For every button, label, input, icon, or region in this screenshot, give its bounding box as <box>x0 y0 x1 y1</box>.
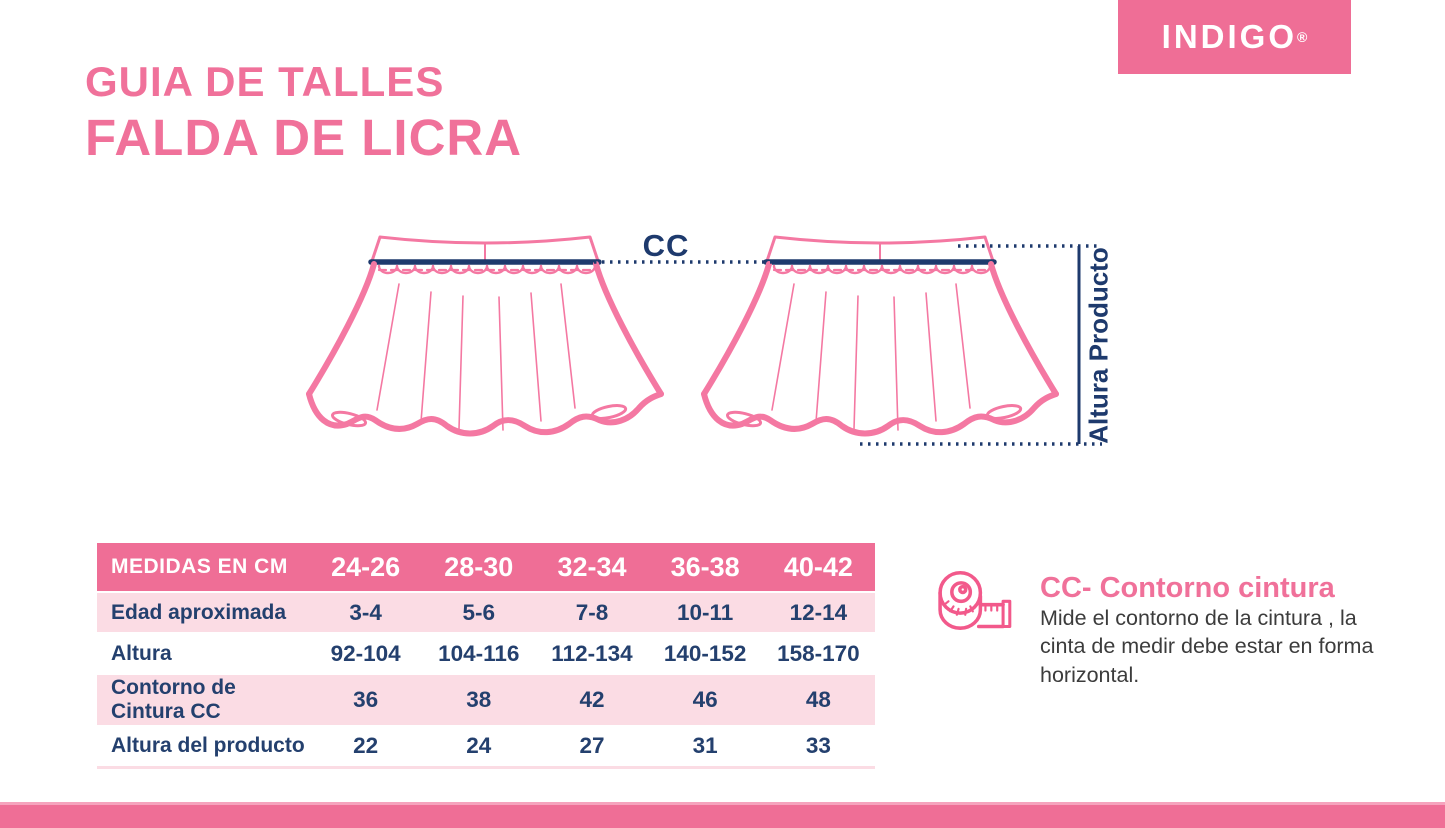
cell-value: 104-116 <box>438 640 520 666</box>
size-column-header: 32-34 <box>557 551 627 582</box>
guide-subtitle: GUIA DE TALLES <box>85 58 445 105</box>
cell-value: 24 <box>466 733 492 759</box>
cell-value: 10-11 <box>677 599 734 625</box>
size-table-body: Edad aproximada 3-4 5-6 7-8 10-11 12-14 Altura… <box>97 592 875 767</box>
cell-value: 3-4 <box>349 599 382 625</box>
table-row: Contorno de Cintura CC 36 38 42 46 48 <box>97 674 875 726</box>
cell-value: 5-6 <box>462 599 496 625</box>
cell-value: 48 <box>805 687 831 712</box>
skirt-illustration-right <box>690 222 1070 454</box>
table-row: Altura del producto 22 24 27 31 33 <box>97 726 875 767</box>
cell-value: 7-8 <box>575 599 609 625</box>
size-column-header: 36-38 <box>670 551 740 582</box>
row-label: Contorno de Cintura CC <box>111 676 236 723</box>
altura-producto-label: Altura Producto <box>1083 246 1114 444</box>
cell-value: 33 <box>805 733 831 759</box>
brand-logo: INDIGO ® <box>1118 0 1351 74</box>
cell-value: 140-152 <box>663 640 747 666</box>
page-title: FALDA DE LICRA <box>85 109 523 166</box>
size-column-header: 40-42 <box>783 551 853 582</box>
cell-value: 31 <box>692 733 718 759</box>
skirt-illustration-left <box>295 222 675 454</box>
registered-mark-icon: ® <box>1297 29 1308 45</box>
cell-value: 36 <box>353 687 379 712</box>
size-table: MEDIDAS EN CM 24-26 28-30 32-34 36-38 40-42 … <box>97 543 875 769</box>
cc-measure-label: CC <box>642 228 690 263</box>
cell-value: 42 <box>579 687 605 712</box>
row-label: Edad aproximada <box>111 600 287 624</box>
table-header-row: MEDIDAS EN CM 24-26 28-30 32-34 36-38 40-42 <box>97 543 875 592</box>
size-column-header: 24-26 <box>331 551 401 582</box>
table-row: Altura 92-104 104-116 112-134 140-152 158-170 <box>97 633 875 674</box>
cell-value: 158-170 <box>777 640 860 666</box>
footer-bar <box>0 802 1445 828</box>
cell-value: 112-134 <box>551 640 633 666</box>
cell-value: 22 <box>353 733 379 759</box>
brand-logo-text: INDIGO <box>1161 18 1297 55</box>
cell-value: 38 <box>466 687 492 712</box>
measuring-tape-icon <box>938 570 1012 630</box>
cell-value: 27 <box>579 733 605 759</box>
table-row: Edad aproximada 3-4 5-6 7-8 10-11 12-14 <box>97 592 875 633</box>
cell-value: 46 <box>692 687 718 712</box>
row-label: Altura del producto <box>111 734 305 758</box>
size-column-header: 28-30 <box>444 551 514 582</box>
cell-value: 12-14 <box>789 599 848 625</box>
table-header-label: MEDIDAS EN CM <box>111 555 288 578</box>
cell-value: 92-104 <box>330 640 401 666</box>
info-description: Mide el contorno de la cintura , la cint… <box>1040 606 1374 687</box>
info-title: CC- Contorno cintura <box>1040 572 1335 604</box>
row-label: Altura <box>111 641 172 665</box>
